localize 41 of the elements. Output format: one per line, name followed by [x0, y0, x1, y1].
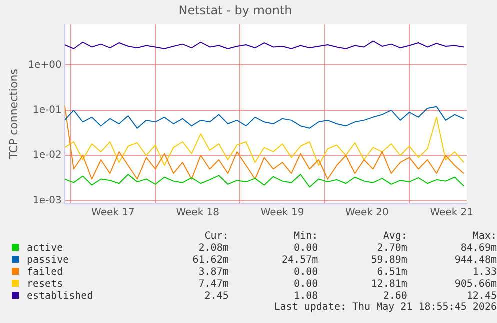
x-tick-label: Week 21: [430, 208, 474, 219]
text: 1.33: [472, 266, 497, 278]
text: 0.00: [293, 278, 318, 290]
legend-label: failed: [26, 266, 64, 278]
text: 59.89m: [370, 254, 408, 266]
text: Max:: [472, 230, 497, 242]
text: 944.48m: [454, 254, 497, 266]
text: 1.08: [293, 290, 318, 302]
text: Cur:: [204, 230, 229, 242]
text: 2.08m: [198, 242, 229, 254]
text: 2.70m: [376, 242, 408, 254]
text: 84.69m: [460, 242, 497, 254]
text: 61.62m: [192, 254, 229, 266]
text: 2.45: [204, 290, 229, 302]
text: 2.60: [382, 290, 408, 302]
y-tick-label: 1e-02: [32, 150, 62, 162]
text: 12.81m: [370, 278, 408, 290]
text: Last update: Thu May 21 18:55:45 2026: [273, 302, 497, 313]
legend-label: resets: [26, 278, 64, 290]
y-tick-label: 1e-03: [32, 195, 62, 206]
y-tick-label: 1e+00: [28, 60, 62, 71]
x-tick-label: Week 19: [260, 208, 304, 219]
text: 24.57m: [281, 254, 318, 266]
text: 0.00: [293, 242, 318, 254]
text: 6.51m: [376, 266, 408, 278]
y-axis-title: TCP connections: [7, 68, 20, 160]
legend-label: established: [26, 290, 94, 302]
text: Avg:: [382, 230, 408, 242]
text: 3.87m: [198, 266, 229, 278]
y-tick-label: 1e-01: [32, 105, 62, 116]
x-tick-label: Week 20: [346, 208, 389, 219]
legend-label: active: [26, 242, 64, 254]
text: 905.66m: [454, 278, 497, 290]
x-tick-label: Week 18: [176, 208, 220, 219]
text: 7.47m: [198, 278, 229, 290]
text: Min:: [293, 230, 318, 242]
x-tick-label: Week 17: [92, 208, 135, 219]
legend-label: passive: [26, 254, 70, 266]
text: 0.00: [293, 266, 318, 278]
text: 12.45: [466, 290, 497, 302]
chart-title: Netstat - by month: [178, 3, 292, 18]
